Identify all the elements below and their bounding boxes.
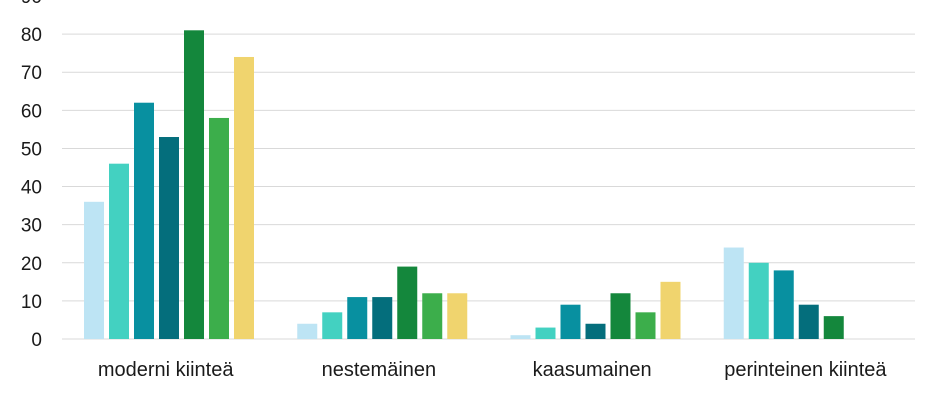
x-category-label: perinteinen kiinteä (724, 359, 887, 381)
bar (510, 335, 531, 339)
bar (84, 201, 104, 339)
bar (347, 297, 368, 339)
bar (297, 323, 318, 339)
bar (660, 281, 681, 339)
bar (798, 304, 819, 339)
bar (109, 163, 129, 339)
bar (723, 247, 744, 339)
x-axis-categories: moderni kiinteä nestemäinen kaasumainen per… (98, 359, 888, 381)
bar (560, 304, 581, 339)
y-tick-label: 20 (21, 254, 42, 275)
bar (209, 117, 229, 339)
bars (84, 30, 844, 340)
bar (322, 312, 343, 339)
y-axis-ticks: 0 10 20 30 40 50 60 70 80 90 (21, 0, 42, 351)
y-tick-label: 80 (21, 25, 42, 46)
bar (535, 327, 556, 339)
bar (610, 293, 631, 339)
y-tick-label: 30 (21, 216, 42, 237)
bar (372, 297, 393, 339)
bar (397, 266, 418, 339)
y-tick-label: 90 (21, 0, 42, 8)
bar (585, 323, 606, 339)
bar (447, 293, 468, 339)
y-tick-label: 50 (21, 139, 42, 160)
bar (184, 30, 204, 340)
y-tick-label: 10 (21, 292, 42, 313)
y-tick-label: 70 (21, 63, 42, 84)
x-category-label: moderni kiinteä (98, 359, 235, 381)
y-tick-label: 0 (31, 330, 42, 351)
x-category-label: kaasumainen (533, 359, 652, 381)
y-tick-label: 60 (21, 101, 42, 122)
bar (134, 102, 154, 339)
bar (748, 262, 769, 339)
bar (773, 270, 794, 339)
gridlines (62, 33, 915, 340)
bar (635, 312, 656, 339)
bar (823, 316, 844, 339)
y-tick-label: 40 (21, 178, 42, 199)
bar (422, 293, 443, 339)
bar (159, 137, 179, 339)
x-category-label: nestemäinen (322, 359, 437, 381)
bar (234, 56, 254, 339)
